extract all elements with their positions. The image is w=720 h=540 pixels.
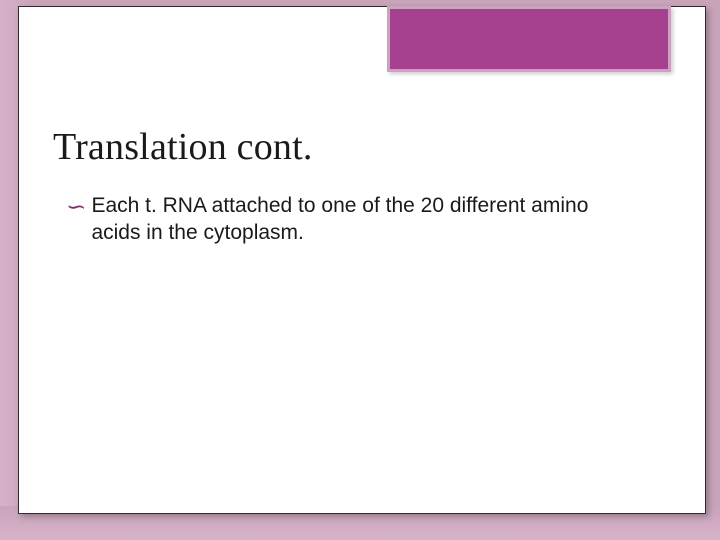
- slide-title: Translation cont.: [53, 125, 313, 169]
- bullet-text: Each t. RNA attached to one of the 20 di…: [91, 193, 627, 247]
- bullet-item: ∽ Each t. RNA attached to one of the 20 …: [67, 193, 627, 247]
- bullet-glyph-icon: ∽: [66, 194, 86, 220]
- slide-body: ∽ Each t. RNA attached to one of the 20 …: [67, 193, 627, 247]
- slide-card: Translation cont. ∽ Each t. RNA attached…: [18, 6, 706, 514]
- header-accent-box: [387, 6, 671, 72]
